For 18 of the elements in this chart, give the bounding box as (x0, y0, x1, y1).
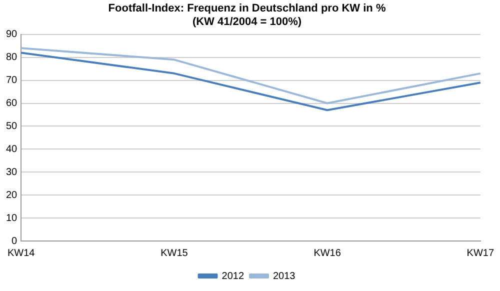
legend-label: 2012 (222, 270, 244, 282)
y-tick-label: 10 (6, 212, 18, 224)
y-tick-label: 20 (6, 190, 18, 201)
x-tick-label: KW14 (8, 248, 36, 259)
y-tick-label: 80 (6, 52, 18, 64)
y-tick-label: 0 (12, 236, 18, 247)
y-tick-label: 90 (6, 29, 18, 40)
y-tick-label: 70 (6, 75, 18, 86)
y-tick-label: 40 (6, 144, 18, 155)
legend-label: 2013 (273, 270, 296, 282)
y-tick-label: 50 (6, 120, 18, 132)
x-tick-label: KW17 (466, 248, 494, 259)
chart-subtitle: (KW 41/2004 = 100%) (192, 16, 302, 28)
y-tick-label: 30 (6, 166, 18, 178)
y-tick-label: 60 (6, 98, 18, 110)
x-tick-label: KW15 (160, 248, 188, 259)
x-tick-label: KW16 (314, 248, 342, 259)
chart-title: Footfall-Index: Frequenz in Deutschland pro KW in % (108, 2, 386, 15)
